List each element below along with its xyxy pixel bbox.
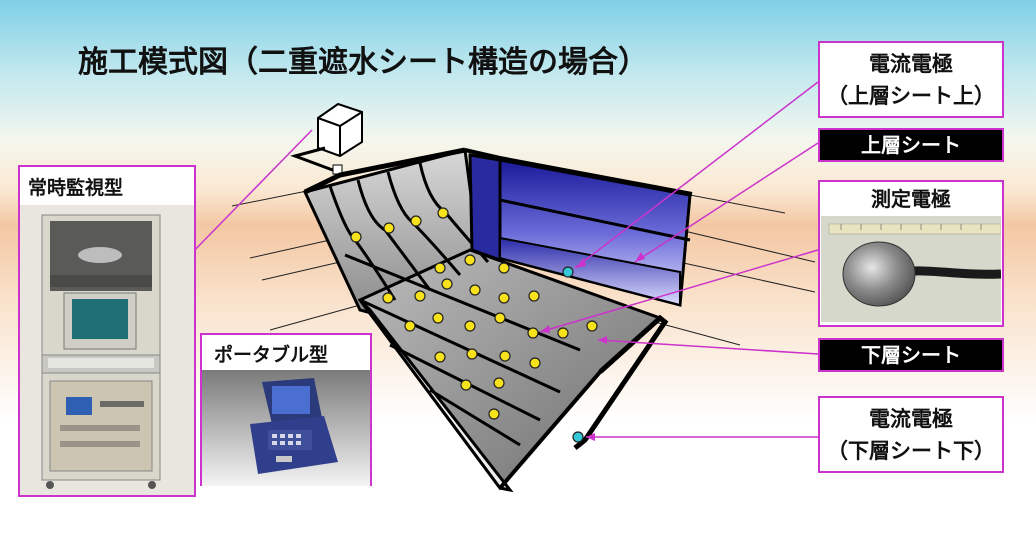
electrode-dot [586, 320, 598, 332]
electrode-dot [441, 278, 453, 290]
electrode-dot [493, 377, 505, 389]
leader-upper-sheet [634, 142, 819, 263]
leader-current-upper [574, 81, 819, 269]
leader-monitoring [184, 129, 313, 261]
label-line-2: （上層シート上） [827, 84, 995, 108]
electrode-dot [464, 254, 476, 266]
electrode-dot [383, 222, 395, 234]
electrode-dot [404, 320, 416, 332]
electrode-dot [410, 215, 422, 227]
current-electrode-upper-dot [562, 266, 574, 278]
electrode-dot [529, 357, 541, 369]
electrode-dot [494, 312, 506, 324]
label-portable: ポータブル型 [214, 344, 329, 366]
electrode-dot [469, 284, 481, 296]
label-lower-sheet: 下層シート [818, 338, 1004, 372]
electrode-dot [434, 351, 446, 363]
label-current-electrode-lower: 電流電極 （下層シート下） [818, 396, 1004, 473]
electrode-dot [464, 320, 476, 332]
electrode-dot [527, 327, 539, 339]
electrode-dot [350, 231, 362, 243]
label-line-1: 電流電極 [869, 407, 953, 431]
label-line-1: 電流電極 [869, 52, 953, 76]
electrode-dot [414, 290, 426, 302]
diagram-title: 施工模式図（二重遮水シート構造の場合） [78, 45, 648, 80]
monitoring-rack-photo [20, 205, 194, 495]
leader-measurement [539, 249, 819, 333]
upper-sheet-box [464, 148, 693, 307]
electrode-dot [434, 262, 446, 274]
electrode-dot [528, 290, 540, 302]
junction-box-icon [290, 102, 466, 195]
leader-arrowheads [540, 252, 645, 441]
leader-lower-sheet [597, 339, 819, 355]
electrode-dot [498, 262, 510, 274]
label-measurement-electrode: 測定電極 [871, 187, 951, 211]
electrode-dot [466, 348, 478, 360]
label-continuous-monitoring: 常時監視型 [28, 177, 124, 199]
label-upper-sheet: 上層シート [818, 128, 1004, 162]
continuous-monitoring-panel: 常時監視型 [18, 165, 196, 497]
electrode-dot [460, 379, 472, 391]
measurement-electrodes [350, 207, 598, 420]
portable-device-photo [202, 370, 370, 486]
electrode-dot [498, 292, 510, 304]
portable-device-panel: ポータブル型 [200, 333, 372, 486]
electrode-dot [488, 408, 500, 420]
electrode-dot [557, 327, 569, 339]
electrode-dot [499, 350, 511, 362]
current-electrode-lower-dot [572, 431, 584, 443]
measurement-electrode-panel: 測定電極 [818, 180, 1004, 327]
leader-lines [184, 81, 819, 438]
label-current-electrode-upper: 電流電極 （上層シート上） [818, 41, 1004, 118]
electrode-dot [437, 207, 449, 219]
electrode-dot [382, 292, 394, 304]
label-line-2: （下層シート下） [827, 439, 995, 463]
electrode-dot [432, 312, 444, 324]
electrode-disk-photo [821, 216, 1001, 322]
